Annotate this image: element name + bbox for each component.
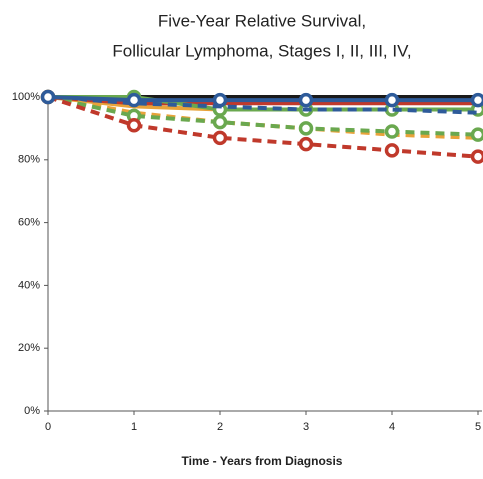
y-tick-label: 60%	[18, 217, 40, 229]
point-marker	[301, 123, 312, 134]
y-tick-label: 40%	[18, 279, 40, 291]
point-marker	[43, 92, 54, 103]
x-axis-label: Time - Years from Diagnosis	[182, 454, 343, 468]
y-tick-label: 0%	[24, 405, 40, 417]
x-tick-label: 3	[303, 421, 309, 433]
point-marker	[387, 126, 398, 137]
x-tick-label: 5	[475, 421, 481, 433]
point-marker	[473, 129, 483, 140]
chart-title: Five-Year Relative Survival,	[158, 11, 366, 30]
point-marker	[215, 95, 226, 106]
y-tick-label: 20%	[18, 342, 40, 354]
point-marker	[301, 95, 312, 106]
point-marker	[129, 120, 140, 131]
x-tick-label: 0	[45, 421, 51, 433]
x-tick-label: 2	[217, 421, 223, 433]
point-marker	[387, 95, 398, 106]
chart-subtitle: Follicular Lymphoma, Stages I, II, III, …	[112, 41, 411, 60]
point-marker	[129, 95, 140, 106]
y-tick-label: 100%	[12, 91, 40, 103]
point-marker	[215, 132, 226, 143]
point-marker	[301, 139, 312, 150]
x-tick-label: 1	[131, 421, 137, 433]
y-tick-label: 80%	[18, 154, 40, 166]
point-marker	[215, 117, 226, 128]
point-marker	[473, 95, 483, 106]
point-marker	[473, 151, 483, 162]
x-tick-label: 4	[389, 421, 395, 433]
point-marker	[387, 145, 398, 156]
